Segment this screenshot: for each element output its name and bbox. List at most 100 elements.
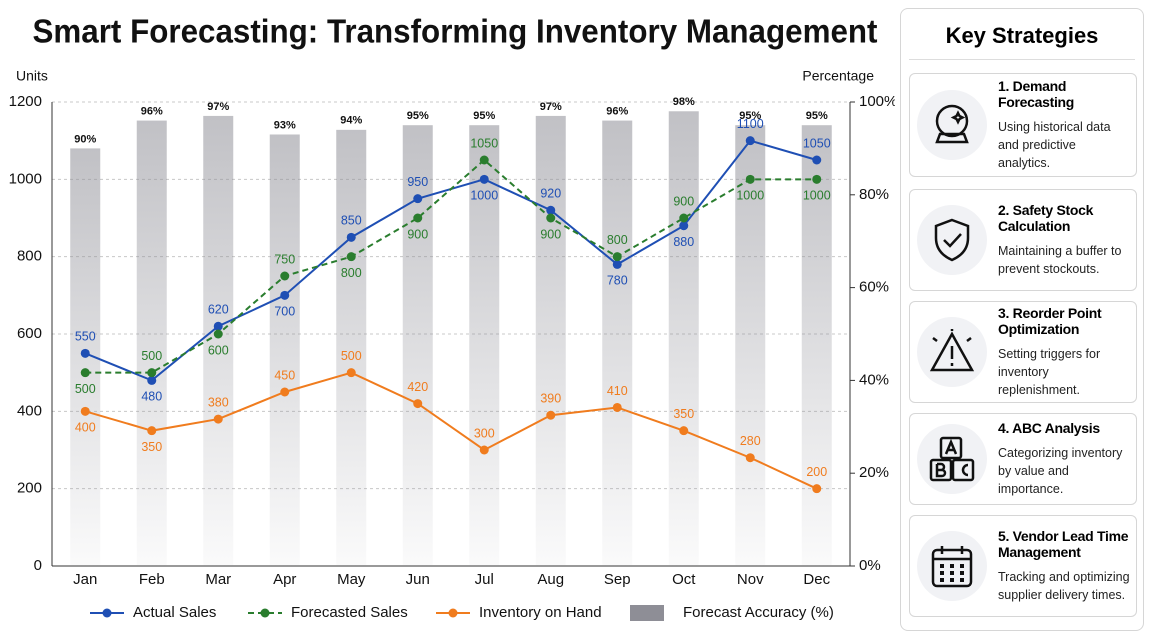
line-point <box>745 453 755 463</box>
card-title: 5. Vendor Lead Time Management <box>998 528 1129 560</box>
y2-tick-label: 80% <box>859 186 889 203</box>
line-point <box>546 205 556 215</box>
line-value-label: 850 <box>341 214 362 228</box>
line-value-label: 1050 <box>803 136 831 150</box>
line-value-label: 950 <box>407 175 428 189</box>
line-point <box>679 213 689 223</box>
strategy-card: 1. Demand Forecasting Using historical da… <box>909 73 1137 177</box>
y2-tick-label: 60% <box>859 279 889 296</box>
x-tick-label: Sep <box>604 571 631 588</box>
line-value-label: 350 <box>141 440 162 454</box>
y-tick-label: 400 <box>17 402 42 419</box>
line-point <box>612 259 622 269</box>
legend-marker <box>448 608 458 618</box>
bar-value-label: 96% <box>606 105 628 117</box>
line-value-label: 700 <box>274 305 295 319</box>
line-value-label: 900 <box>540 227 561 241</box>
x-tick-label: Apr <box>273 571 296 588</box>
bar <box>269 134 300 567</box>
line-series <box>85 158 817 374</box>
line-point <box>745 174 755 184</box>
line-series <box>84 371 818 490</box>
line-point <box>346 232 356 242</box>
x-tick-label: Oct <box>672 571 696 588</box>
line-point <box>280 387 290 397</box>
strategy-card: 5. Vendor Lead Time Management Tracking a… <box>909 515 1137 617</box>
x-tick-label: Aug <box>537 571 564 588</box>
warning-icon <box>929 329 975 372</box>
line-value-label: 1000 <box>470 189 498 203</box>
shield-icon <box>934 218 970 262</box>
card-title: 1. Demand Forecasting <box>998 78 1075 110</box>
line-value-label: 500 <box>341 349 362 363</box>
icon <box>917 531 987 601</box>
card-description: Maintaining a buffer to prevent stockout… <box>998 244 1122 276</box>
x-tick-label: Nov <box>737 571 764 588</box>
line-value-label: 450 <box>274 368 295 382</box>
line-point <box>80 368 90 378</box>
strategy-card: 2. Safety Stock Calculation Maintaining a… <box>909 189 1137 291</box>
line-value-label: 410 <box>607 384 628 398</box>
card-text: 1. Demand Forecasting Using historical da… <box>998 78 1130 172</box>
legend-label: Inventory on Hand <box>479 604 602 621</box>
y-tick-label: 800 <box>17 248 42 265</box>
legend-marker <box>102 608 112 618</box>
line-value-label: 400 <box>75 421 96 435</box>
line-value-label: 420 <box>407 380 428 394</box>
line-point <box>679 426 689 436</box>
x-tick-label: May <box>337 571 366 588</box>
line-point <box>479 155 489 165</box>
chart: Smart Forecasting: Transforming Inventor… <box>9 13 895 621</box>
bar-value-label: 97% <box>207 101 229 113</box>
bar-value-label: 93% <box>274 119 296 131</box>
y2-tick-label: 0% <box>859 557 881 574</box>
card-title: 3. Reorder Point Optimization <box>998 305 1102 337</box>
card-description: Tracking and optimizing supplier deliver… <box>998 570 1130 602</box>
bar-value-label: 98% <box>673 96 695 108</box>
line-point <box>812 174 822 184</box>
bar-value-label: 95% <box>473 110 495 122</box>
bar-value-label: 96% <box>141 105 163 117</box>
line-point <box>413 213 423 223</box>
line-value-label: 480 <box>141 390 162 404</box>
bar <box>469 125 500 566</box>
y-tick-label: 0 <box>34 557 42 574</box>
line-point <box>213 329 223 339</box>
line-value-label: 900 <box>407 227 428 241</box>
line-value-label: 620 <box>208 303 229 317</box>
y-axis-label: Units <box>16 68 48 84</box>
line-value-label: 280 <box>740 434 761 448</box>
line-point <box>413 194 423 204</box>
line-value-label: 1000 <box>736 189 764 203</box>
card-text: 2. Safety Stock Calculation Maintaining a… <box>998 202 1130 278</box>
legend-label: Forecast Accuracy (%) <box>683 604 834 621</box>
card-title: 4. ABC Analysis <box>998 420 1100 436</box>
card-description: Setting triggers for inventory replenish… <box>998 347 1101 397</box>
icon <box>917 205 987 275</box>
y2-tick-label: 40% <box>859 371 889 388</box>
line-value-label: 500 <box>141 349 162 363</box>
card-description: Categorizing inventory by value and impo… <box>998 446 1123 496</box>
x-tick-label: Jul <box>475 571 494 588</box>
legend-label: Actual Sales <box>133 604 216 621</box>
line-value-label: 1000 <box>803 189 831 203</box>
line-point <box>213 414 223 424</box>
crystal-ball-icon <box>935 104 969 144</box>
line-point <box>546 410 556 420</box>
line-point <box>346 368 356 378</box>
line-point <box>147 426 157 436</box>
line-value-label: 800 <box>341 266 362 280</box>
strategy-card: 4. ABC Analysis Categorizing inventory by… <box>909 413 1137 505</box>
line-value-label: 390 <box>540 391 561 405</box>
line-point <box>147 368 157 378</box>
icon <box>917 424 987 494</box>
card-text: 3. Reorder Point Optimization Setting tri… <box>998 305 1130 399</box>
line-value-label: 350 <box>673 407 694 421</box>
card-text: 5. Vendor Lead Time Management Tracking a… <box>998 528 1130 604</box>
bar-value-label: 94% <box>340 115 362 127</box>
y2-tick-label: 20% <box>859 464 889 481</box>
card-title: 2. Safety Stock Calculation <box>998 202 1094 234</box>
chart-title: Smart Forecasting: Transforming Inventor… <box>33 13 878 50</box>
bar <box>668 111 699 566</box>
